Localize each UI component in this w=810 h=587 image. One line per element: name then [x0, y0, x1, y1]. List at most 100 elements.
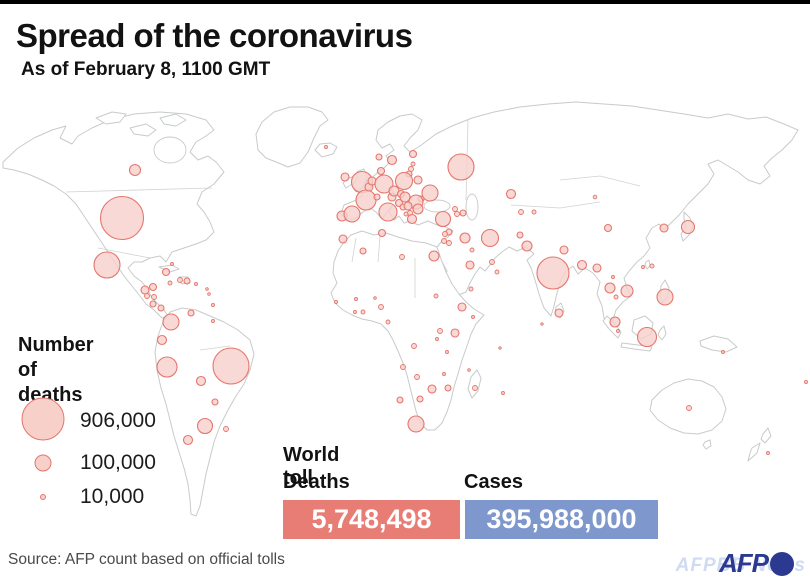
ireland-outline	[342, 176, 353, 189]
death-bubble-japan	[680, 219, 696, 235]
death-bubble-cameroon	[385, 319, 391, 325]
death-bubble-drc	[411, 343, 417, 349]
death-bubble-italy	[378, 202, 398, 222]
death-bubble-spain	[343, 205, 361, 223]
death-bubble-morocco	[338, 234, 348, 244]
death-bubble-saudi-arabia	[465, 260, 475, 270]
death-bubble-tunisia	[377, 228, 387, 238]
death-bubble-venezuela	[187, 309, 195, 317]
death-bubble-ukraine	[421, 184, 439, 202]
death-bubble-fiji	[804, 380, 808, 384]
death-bubble-ethiopia	[457, 302, 467, 312]
death-bubble-cambodia	[613, 294, 619, 300]
death-bubble-bulgaria	[412, 203, 424, 215]
death-bubble-peru	[156, 356, 178, 378]
death-bubble-el-salvador	[144, 293, 150, 299]
death-bubble-south-korea	[659, 223, 669, 233]
death-bubble-sri-lanka	[554, 308, 564, 318]
death-bubble-singapore	[616, 329, 620, 333]
death-bubble-israel	[441, 238, 447, 244]
death-bubble-guyana	[211, 319, 215, 323]
death-bubble-papua-new-guinea	[721, 350, 725, 354]
death-bubble-colombia	[162, 313, 180, 331]
death-bubble-malaysia	[609, 316, 621, 328]
death-bubble-uganda	[437, 328, 443, 334]
page-subtitle: As of February 8, 1100 GMT	[21, 59, 271, 80]
south-america-outline	[154, 307, 255, 517]
taiwan-outline	[644, 259, 651, 270]
sulawesi-outline	[657, 325, 667, 341]
death-bubble-mauritius	[501, 391, 505, 395]
death-bubble-bahamas	[170, 262, 174, 266]
death-bubble-zimbabwe	[427, 384, 437, 394]
death-bubble-uzbekistan	[518, 209, 524, 215]
death-bubble-philippines	[656, 288, 674, 306]
death-bubble-ireland	[340, 172, 350, 182]
death-bubble-greece	[406, 213, 418, 225]
death-bubble-serbia	[403, 201, 413, 211]
death-bubble-jamaica	[167, 280, 173, 286]
death-bubble-france	[355, 189, 377, 211]
death-bubble-thailand	[604, 282, 616, 294]
death-bubble-azerbaijan	[459, 209, 467, 217]
death-bubble-kazakhstan	[505, 188, 517, 200]
death-bubble-mali	[354, 297, 358, 301]
death-bubble-nicaragua	[151, 294, 157, 300]
death-bubble-kuwait	[469, 247, 475, 253]
death-bubble-costa-rica	[149, 300, 157, 308]
death-bubble-uruguay	[223, 426, 229, 432]
death-bubble-namibia	[396, 396, 404, 404]
death-bubble-ecuador	[156, 334, 168, 346]
death-bubble-bangladesh	[576, 259, 588, 271]
death-bubble-argentina	[196, 417, 214, 435]
death-bubble-honduras	[148, 282, 158, 292]
death-bubble-new-zealand	[766, 451, 770, 455]
deaths-value-box: 5,748,498	[283, 500, 460, 539]
death-bubble-myanmar	[592, 263, 602, 273]
top-accent-bar	[0, 0, 810, 4]
death-bubble-usa	[99, 195, 145, 241]
legend-label-medium: 100,000	[80, 451, 156, 474]
deaths-value: 5,748,498	[311, 504, 432, 534]
death-bubble-trinidad	[211, 303, 215, 307]
death-bubble-australia	[686, 405, 692, 411]
death-bubble-guadeloupe	[205, 287, 209, 291]
death-bubble-hungary	[399, 191, 411, 203]
legend-title-line1: Number	[18, 334, 94, 356]
death-bubble-angola	[400, 364, 406, 370]
madagascar-outline	[467, 369, 482, 399]
iceland-outline	[314, 142, 338, 158]
legend-circle-medium	[34, 454, 52, 472]
death-bubbles-layer	[93, 145, 808, 455]
death-bubble-bolivia	[195, 375, 207, 387]
arctic-island-1	[95, 111, 127, 125]
death-bubble-zambia	[414, 374, 420, 380]
black-sea	[423, 199, 451, 213]
death-bubble-guatemala	[140, 285, 150, 295]
death-bubble-sudan	[433, 293, 439, 299]
death-bubble-laos	[611, 275, 615, 279]
death-bubble-armenia	[454, 211, 460, 217]
death-bubble-comoros	[467, 368, 471, 372]
page-title: Spread of the coronavirus	[16, 17, 413, 54]
death-bubble-vietnam	[620, 284, 634, 298]
death-bubble-brazil	[212, 347, 250, 385]
death-bubble-nigeria	[378, 304, 384, 310]
afp-logo-text: AFP	[719, 548, 769, 578]
death-bubble-mozambique	[444, 384, 452, 392]
source-attribution: Source: AFP count based on official toll…	[8, 551, 285, 568]
death-bubble-maldives	[540, 322, 544, 326]
death-bubble-mexico	[93, 251, 121, 279]
death-bubble-russia	[447, 153, 475, 181]
afp-logo: AFP	[719, 548, 794, 579]
death-bubble-iceland	[324, 145, 328, 149]
death-bubble-estonia	[410, 161, 416, 167]
death-bubble-niger	[373, 296, 377, 300]
death-bubble-malawi	[442, 372, 446, 376]
death-bubble-botswana	[416, 395, 424, 403]
death-bubble-poland	[394, 171, 414, 191]
death-bubble-turkey	[434, 210, 452, 228]
death-bubble-egypt	[428, 250, 440, 262]
